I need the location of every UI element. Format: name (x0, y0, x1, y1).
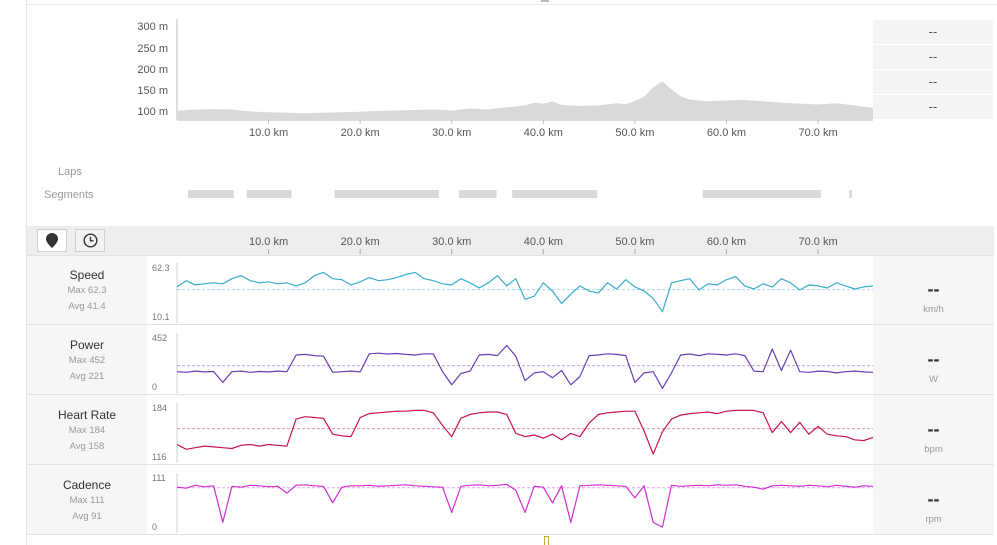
metric-unit: bpm (924, 444, 943, 455)
metric-current-value: -- (927, 279, 940, 299)
metric-value-panel (873, 255, 994, 324)
elevation-y-tick: 100 m (137, 106, 168, 118)
scrub-handle[interactable] (544, 536, 549, 545)
metric-current: -- rpm (873, 489, 994, 527)
toolbar-x-tick-label: 40.0 km (523, 236, 563, 248)
metric-series-line[interactable] (176, 271, 874, 313)
segment-bar[interactable] (512, 190, 598, 198)
elevation-x-tick-label: 10.0 km (249, 127, 289, 139)
panel-separator (27, 255, 994, 256)
metric-value-panel (873, 395, 994, 464)
left-border (26, 0, 27, 545)
metric-series-line[interactable] (176, 483, 874, 528)
metric-unit: W (929, 374, 938, 385)
metric-max: Max 62.3 (67, 285, 107, 296)
metric-series-line[interactable] (176, 409, 874, 455)
metric-current-value: -- (927, 489, 940, 509)
elevation-y-tick: 250 m (137, 43, 168, 55)
chart-toolbar (27, 226, 994, 255)
metric-label-panel (27, 325, 147, 394)
metric-current-value: -- (927, 419, 940, 439)
metric-avg: Avg 91 (72, 511, 102, 522)
panel-separator (27, 324, 994, 325)
metric-summary: Speed Max 62.3 Avg 41.4 (27, 268, 147, 315)
metric-name: Cadence (62, 478, 112, 492)
segments-label: Segments (44, 189, 94, 201)
metric-series-line[interactable] (176, 344, 874, 389)
metric-max: Max 452 (68, 355, 106, 366)
panel-separator (27, 534, 994, 535)
elevation-x-tick-label: 50.0 km (615, 127, 655, 139)
metric-y-max-label: 184 (152, 403, 168, 413)
metric-name: Heart Rate (57, 408, 117, 422)
clock-icon (82, 233, 98, 248)
elevation-x-tick-label: 60.0 km (706, 127, 747, 139)
elevation-side-value: -- (873, 45, 993, 69)
toolbar-x-tick-label: 10.0 km (249, 236, 289, 248)
metric-summary: Power Max 452 Avg 221 (27, 338, 147, 385)
time-mode-button[interactable] (75, 229, 105, 252)
segment-bar[interactable] (849, 190, 852, 198)
distance-mode-button[interactable] (37, 229, 67, 252)
top-border (27, 4, 997, 5)
elevation-side-value: -- (873, 20, 993, 44)
metric-label-panel (27, 255, 147, 324)
elevation-y-tick: 200 m (137, 64, 168, 76)
metric-y-min-label: 0 (152, 382, 158, 392)
location-pin-icon (46, 233, 58, 248)
elevation-y-tick: 300 m (137, 21, 168, 33)
toolbar-x-tick-label: 70.0 km (798, 236, 838, 248)
metric-y-max-label: 62.3 (152, 263, 170, 273)
metric-max: Max 111 (69, 495, 105, 506)
laps-label: Laps (58, 166, 82, 178)
metric-unit: rpm (925, 514, 942, 525)
elevation-side-value: -- (873, 70, 993, 94)
toolbar-x-tick-label: 60.0 km (706, 236, 747, 248)
metric-name: Speed (69, 268, 105, 282)
segment-bar[interactable] (459, 190, 497, 198)
metric-summary: Cadence Max 111 Avg 91 (27, 478, 147, 525)
metric-label-panel (27, 465, 147, 534)
panel-separator (27, 464, 994, 465)
metric-y-max-label: 452 (152, 333, 168, 343)
elevation-x-tick-label: 70.0 km (798, 127, 838, 139)
segment-bar[interactable] (702, 190, 821, 198)
metric-avg: Avg 41.4 (68, 301, 106, 312)
top-handle[interactable] (541, 0, 549, 2)
metric-value-panel (873, 465, 994, 534)
metric-current: -- km/h (873, 279, 994, 317)
metric-current: -- W (873, 349, 994, 387)
elevation-x-tick-label: 20.0 km (340, 127, 380, 139)
metric-avg: Avg 221 (69, 371, 105, 382)
metric-summary: Heart Rate Max 184 Avg 158 (27, 408, 147, 455)
metric-value-panel (873, 325, 994, 394)
metric-name: Power (69, 338, 104, 352)
elevation-x-tick-label: 40.0 km (523, 127, 563, 139)
elevation-area (177, 81, 873, 120)
metric-y-min-label: 0 (152, 522, 158, 532)
elevation-side-value: -- (873, 95, 993, 119)
toolbar-x-tick-label: 50.0 km (615, 236, 655, 248)
elevation-x-tick-label: 30.0 km (432, 127, 472, 139)
metric-unit: km/h (923, 304, 944, 315)
metric-y-max-label: 111 (152, 473, 166, 483)
segment-bar[interactable] (334, 190, 439, 198)
panel-separator (27, 394, 994, 395)
toolbar-x-tick-label: 20.0 km (340, 236, 380, 248)
metric-current: -- bpm (873, 419, 994, 457)
segment-bar[interactable] (187, 190, 234, 198)
toolbar-x-tick-label: 30.0 km (432, 236, 472, 248)
metric-current-value: -- (927, 349, 940, 369)
segment-bar[interactable] (246, 190, 292, 198)
metric-y-min-label: 116 (152, 452, 167, 462)
metric-max: Max 184 (68, 425, 106, 436)
metric-y-min-label: 10.1 (152, 312, 170, 322)
elevation-y-tick: 150 m (137, 85, 168, 97)
metric-avg: Avg 158 (69, 441, 105, 452)
metric-label-panel (27, 395, 147, 464)
